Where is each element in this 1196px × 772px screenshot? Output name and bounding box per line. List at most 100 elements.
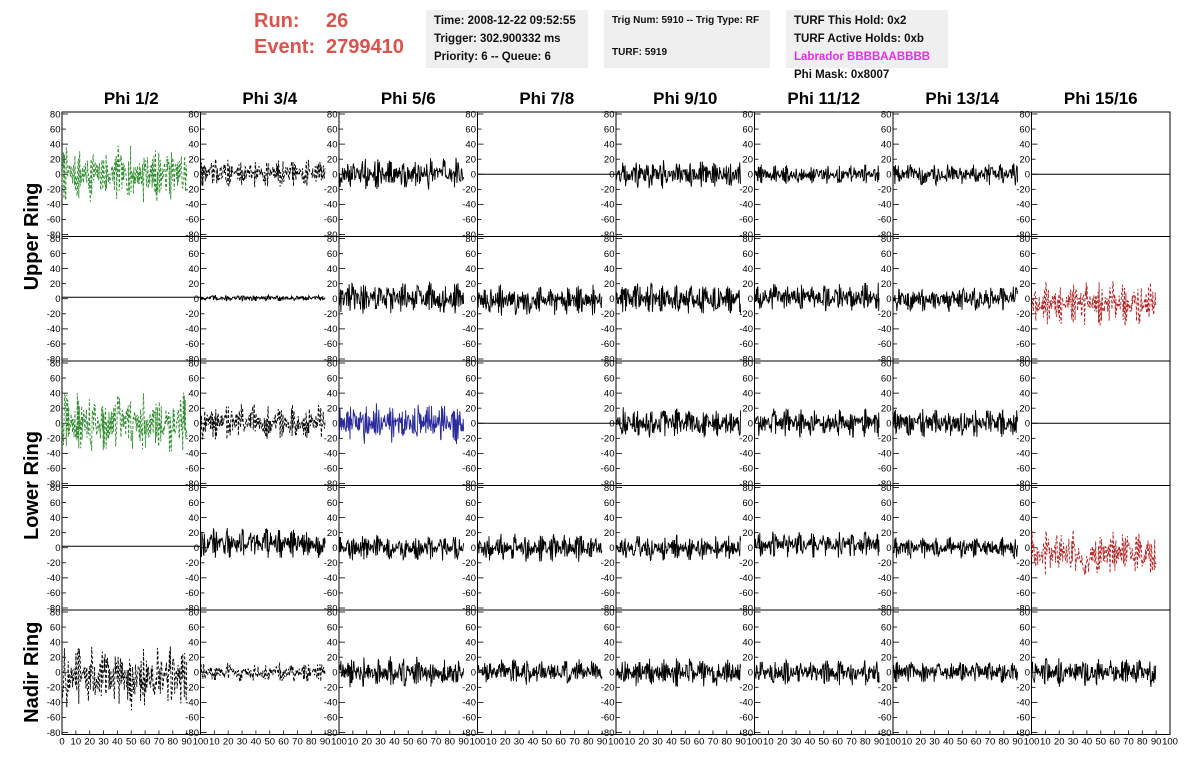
y-tick-label-r3c2-80: 80 [188, 358, 199, 369]
x-tick-label-c8-80: 80 [1137, 737, 1148, 748]
y-tick-label-r5c1--60: -60 [47, 713, 61, 724]
trace-r4c3 [338, 534, 465, 561]
run-event-block: Run: 26 Event: 2799410 [254, 8, 404, 60]
trace-r2c4 [477, 284, 603, 316]
y-tick-label-r4c2-40: 40 [188, 513, 199, 524]
y-tick-label-r3c7-80: 80 [881, 358, 892, 369]
trace-r5c8 [1031, 658, 1157, 688]
y-tick-label-r3c2--60: -60 [185, 464, 199, 475]
y-tick-label-r3c3-0: 0 [332, 419, 337, 430]
trace-r1c6 [754, 164, 880, 184]
y-tick-label-r1c4-80: 80 [465, 109, 476, 120]
y-tick-label-r3c5--20: -20 [601, 434, 615, 445]
x-tick-label-c2-30: 30 [237, 737, 248, 748]
y-tick-label-r1c4-20: 20 [465, 154, 476, 165]
x-tick-label-c6-30: 30 [791, 737, 802, 748]
y-tick-label-r4c6--80: -80 [739, 603, 753, 614]
y-tick-label-r5c6--20: -20 [739, 683, 753, 694]
y-tick-label-r4c4--40: -40 [462, 573, 476, 584]
x-tick-label-c8-50: 50 [1095, 737, 1106, 748]
trace-r3c3 [338, 403, 465, 445]
y-tick-label-r4c6--40: -40 [739, 573, 753, 584]
y-tick-label-r3c4-0: 0 [471, 419, 476, 430]
y-tick-label-r2c8-80: 80 [1019, 234, 1030, 245]
trig-num-text: Trig Num: 5910 -- Trig Type: RF [612, 15, 760, 26]
x-tick-label-c2-20: 20 [223, 737, 234, 748]
y-tick-label-r4c7-40: 40 [881, 513, 892, 524]
y-tick-label-r4c1-40: 40 [50, 513, 61, 524]
x-tick-label-c3-60: 60 [417, 737, 428, 748]
y-tick-label-r2c5-40: 40 [604, 264, 615, 275]
y-tick-label-r3c1--60: -60 [47, 464, 61, 475]
y-tick-label-r1c8-0: 0 [1025, 170, 1030, 181]
y-tick-label-r2c4-60: 60 [465, 249, 476, 260]
y-tick-label-r2c2-60: 60 [188, 249, 199, 260]
y-tick-label-r4c7-20: 20 [881, 528, 892, 539]
event-row: Event: 2799410 [254, 34, 404, 60]
y-tick-label-r3c4-80: 80 [465, 358, 476, 369]
x-tick-label-c4-70: 70 [569, 737, 580, 748]
y-tick-label-r2c5-60: 60 [604, 249, 615, 260]
y-tick-label-r3c8-0: 0 [1025, 419, 1030, 430]
y-tick-label-r1c7--80: -80 [878, 230, 892, 241]
column-header-3: Phi 5/6 [381, 89, 436, 108]
y-tick-label-r5c4-0: 0 [471, 668, 476, 679]
y-tick-label-r5c4--20: -20 [462, 683, 476, 694]
y-tick-label-r1c3-0: 0 [332, 170, 337, 181]
y-tick-label-r4c5--60: -60 [601, 588, 615, 599]
x-tick-label-c5-20: 20 [638, 737, 649, 748]
y-tick-label-r2c3--60: -60 [324, 339, 338, 350]
y-tick-label-r1c4-0: 0 [471, 170, 476, 181]
x-tick-label-c6-10: 10 [763, 737, 774, 748]
y-tick-label-r2c4--80: -80 [462, 354, 476, 365]
y-tick-label-r3c6-20: 20 [742, 403, 753, 414]
y-tick-label-r4c7--20: -20 [878, 558, 892, 569]
x-tick-label-c3-80: 80 [445, 737, 456, 748]
trace-r5c7 [892, 661, 1019, 683]
y-tick-label-r4c7--80: -80 [878, 603, 892, 614]
y-tick-label-r4c5-20: 20 [604, 528, 615, 539]
y-tick-label-r5c2-60: 60 [188, 622, 199, 633]
y-tick-label-r2c4--60: -60 [462, 339, 476, 350]
y-tick-label-r2c6--20: -20 [739, 309, 753, 320]
time-info-box: Time: 2008-12-22 09:52:55 Trigger: 302.9… [426, 10, 588, 68]
y-tick-label-r5c8-80: 80 [1019, 607, 1030, 618]
y-tick-label-r3c1--80: -80 [47, 479, 61, 490]
y-tick-label-r1c5--20: -20 [601, 185, 615, 196]
y-tick-label-r2c7--40: -40 [878, 324, 892, 335]
y-tick-label-r3c4-60: 60 [465, 373, 476, 384]
y-tick-label-r2c6-80: 80 [742, 234, 753, 245]
ring-label-2: Lower Ring [21, 431, 43, 540]
y-tick-label-r1c4--40: -40 [462, 200, 476, 211]
y-tick-label-r5c4--40: -40 [462, 698, 476, 709]
x-tick-label-c6-90: 90 [874, 737, 885, 748]
y-tick-label-r3c6-40: 40 [742, 388, 753, 399]
trace-r3c2 [200, 403, 326, 440]
y-tick-label-r4c4-20: 20 [465, 528, 476, 539]
y-tick-label-r2c1--60: -60 [47, 339, 61, 350]
x-tick-label-c1-30: 30 [98, 737, 109, 748]
y-tick-label-r1c1--80: -80 [47, 230, 61, 241]
x-tick-label-c1-70: 70 [154, 737, 165, 748]
trace-r4c7 [892, 536, 1019, 560]
run-label: Run: [254, 10, 300, 32]
y-tick-label-r1c2-60: 60 [188, 124, 199, 135]
y-tick-label-r5c3-40: 40 [327, 637, 338, 648]
y-tick-label-r1c4--60: -60 [462, 215, 476, 226]
y-tick-label-r2c1-80: 80 [50, 234, 61, 245]
y-tick-label-r1c4--80: -80 [462, 230, 476, 241]
x-tick-label-c4-10: 10 [486, 737, 497, 748]
x-tick-label-c4-90: 90 [597, 737, 608, 748]
y-tick-label-r2c3-60: 60 [327, 249, 338, 260]
x-tick-label-c3-20: 20 [361, 737, 372, 748]
y-tick-label-r5c2-80: 80 [188, 607, 199, 618]
x-tick-label-c6-40: 40 [805, 737, 816, 748]
y-tick-label-r1c1-60: 60 [50, 124, 61, 135]
turf-active-text: TURF Active Holds: 0xb [794, 33, 924, 45]
y-tick-label-r2c3--20: -20 [324, 309, 338, 320]
y-tick-label-r5c8-40: 40 [1019, 637, 1030, 648]
y-tick-label-r2c1-40: 40 [50, 264, 61, 275]
event-label: Event: [254, 36, 316, 58]
x-tick-label-c1-80: 80 [168, 737, 179, 748]
y-tick-label-r1c1-40: 40 [50, 139, 61, 150]
